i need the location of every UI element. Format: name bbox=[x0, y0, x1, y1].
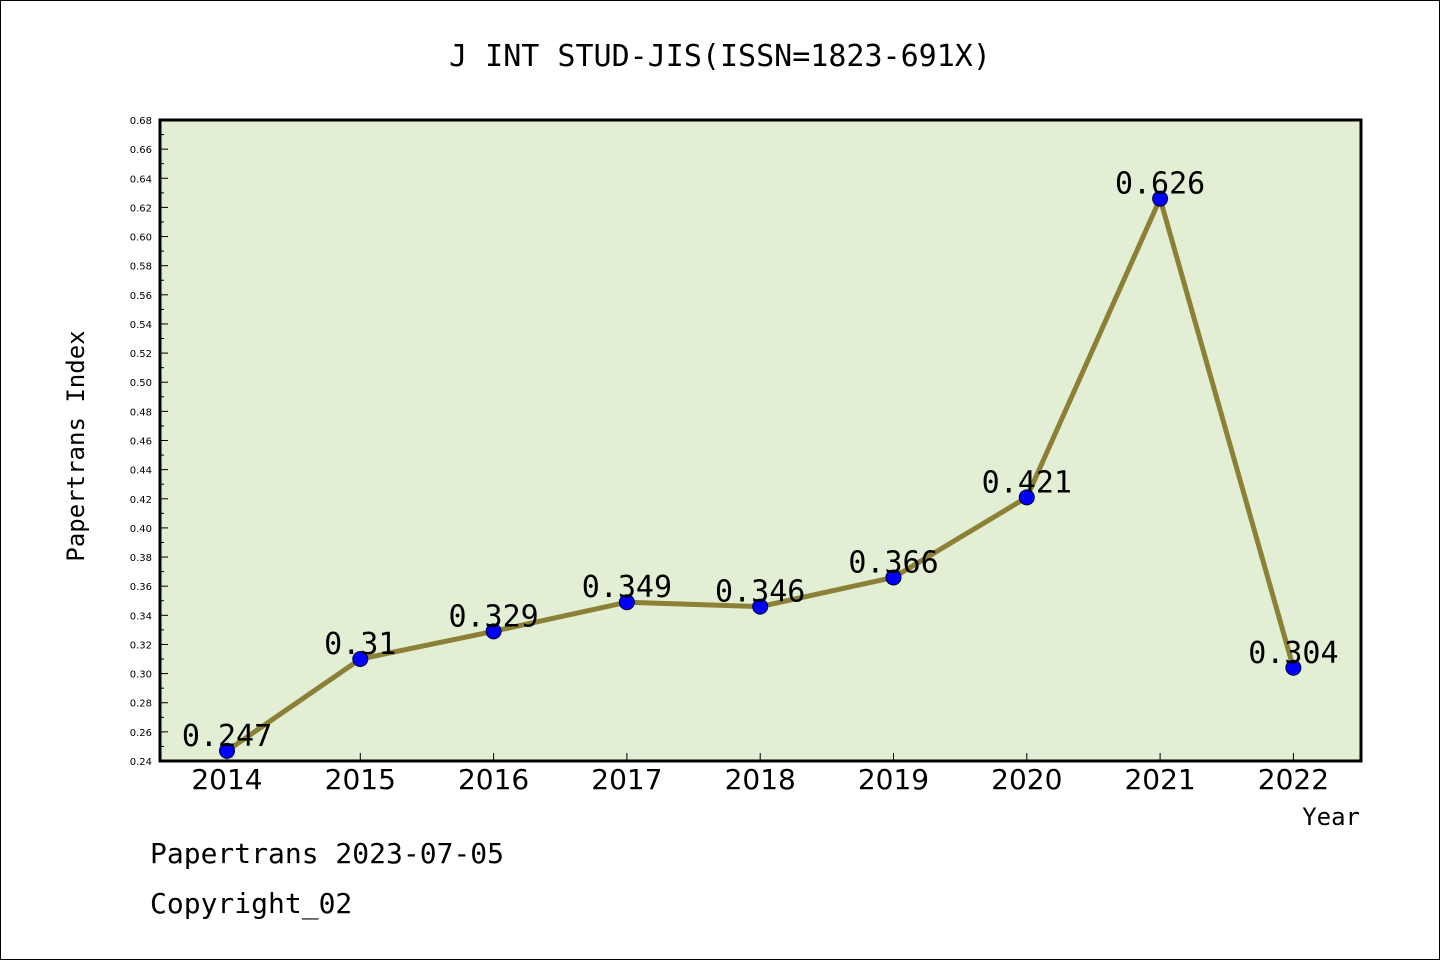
y-tick-label: 0.34 bbox=[130, 611, 152, 622]
chart-title: J INT STUD-JIS(ISSN=1823-691X) bbox=[449, 39, 991, 74]
data-label: 0.366 bbox=[848, 545, 938, 580]
y-tick-label: 0.60 bbox=[130, 233, 152, 244]
x-tick-label: 2015 bbox=[325, 763, 396, 796]
data-label: 0.329 bbox=[448, 599, 538, 634]
y-tick-label: 0.52 bbox=[130, 349, 152, 360]
data-point bbox=[1152, 190, 1169, 207]
y-tick-label: 0.26 bbox=[130, 728, 152, 739]
x-tick-label: 2019 bbox=[858, 763, 929, 796]
x-tick-label: 2017 bbox=[591, 763, 662, 796]
data-point bbox=[885, 569, 902, 586]
data-label: 0.626 bbox=[1115, 167, 1205, 202]
y-tick-label: 0.62 bbox=[130, 203, 152, 214]
x-axis-label: Year bbox=[1302, 803, 1360, 831]
data-label: 0.349 bbox=[582, 570, 672, 605]
data-label: 0.421 bbox=[982, 465, 1072, 500]
y-tick-label: 0.50 bbox=[130, 378, 152, 389]
x-tick-label: 2021 bbox=[1124, 763, 1195, 796]
y-tick-label: 0.30 bbox=[130, 670, 152, 681]
data-point bbox=[219, 742, 235, 759]
y-tick-label: 0.46 bbox=[130, 437, 152, 448]
data-label: 0.247 bbox=[182, 719, 272, 754]
x-tick-label: 2022 bbox=[1258, 763, 1329, 796]
y-axis-ticks: 0.24 0.26 0.28 0.30 0.32 0.34 0.36 0.38 0.40 0.42… bbox=[130, 116, 168, 768]
x-tick-label: 2014 bbox=[191, 763, 262, 796]
y-tick-label: 0.40 bbox=[130, 524, 152, 535]
y-axis-label: Papertrans Index bbox=[62, 330, 90, 561]
y-tick-label: 0.58 bbox=[130, 262, 152, 273]
data-point bbox=[1018, 489, 1035, 506]
data-point bbox=[485, 623, 502, 640]
data-point bbox=[352, 651, 369, 668]
y-tick-label: 0.48 bbox=[130, 407, 152, 418]
y-tick-label: 0.36 bbox=[130, 582, 152, 593]
data-label: 0.304 bbox=[1248, 636, 1338, 671]
data-labels: 0.247 0.31 0.329 0.349 0.346 0.366 0.421 0.626 0… bbox=[182, 167, 1339, 754]
x-axis-ticks: 2014 2015 2016 2017 2018 2019 2020 2021 2022 bbox=[191, 753, 1329, 796]
y-tick-label: 0.44 bbox=[130, 466, 152, 477]
data-point bbox=[618, 594, 635, 611]
footer-copyright: Copyright_02 bbox=[150, 887, 352, 921]
y-tick-label: 0.64 bbox=[130, 174, 152, 185]
footer-date: Papertrans 2023-07-05 bbox=[150, 837, 504, 870]
data-label: 0.31 bbox=[324, 627, 396, 662]
y-tick-label: 0.56 bbox=[130, 291, 152, 302]
y-tick-label: 0.42 bbox=[130, 495, 152, 506]
y-tick-label: 0.66 bbox=[130, 145, 152, 156]
y-tick-label: 0.28 bbox=[130, 699, 152, 710]
data-label: 0.346 bbox=[715, 575, 805, 610]
y-tick-label: 0.54 bbox=[130, 320, 152, 331]
plot-area bbox=[158, 118, 1363, 763]
x-tick-label: 2018 bbox=[725, 763, 796, 796]
data-point bbox=[752, 598, 769, 615]
data-markers bbox=[219, 190, 1302, 759]
y-tick-label: 0.32 bbox=[130, 640, 152, 651]
y-tick-label: 0.24 bbox=[130, 757, 152, 768]
data-point bbox=[1285, 659, 1302, 676]
y-tick-label: 0.68 bbox=[130, 116, 152, 127]
y-tick-label: 0.38 bbox=[130, 553, 152, 564]
x-tick-label: 2020 bbox=[991, 763, 1062, 796]
x-tick-label: 2016 bbox=[458, 763, 529, 796]
